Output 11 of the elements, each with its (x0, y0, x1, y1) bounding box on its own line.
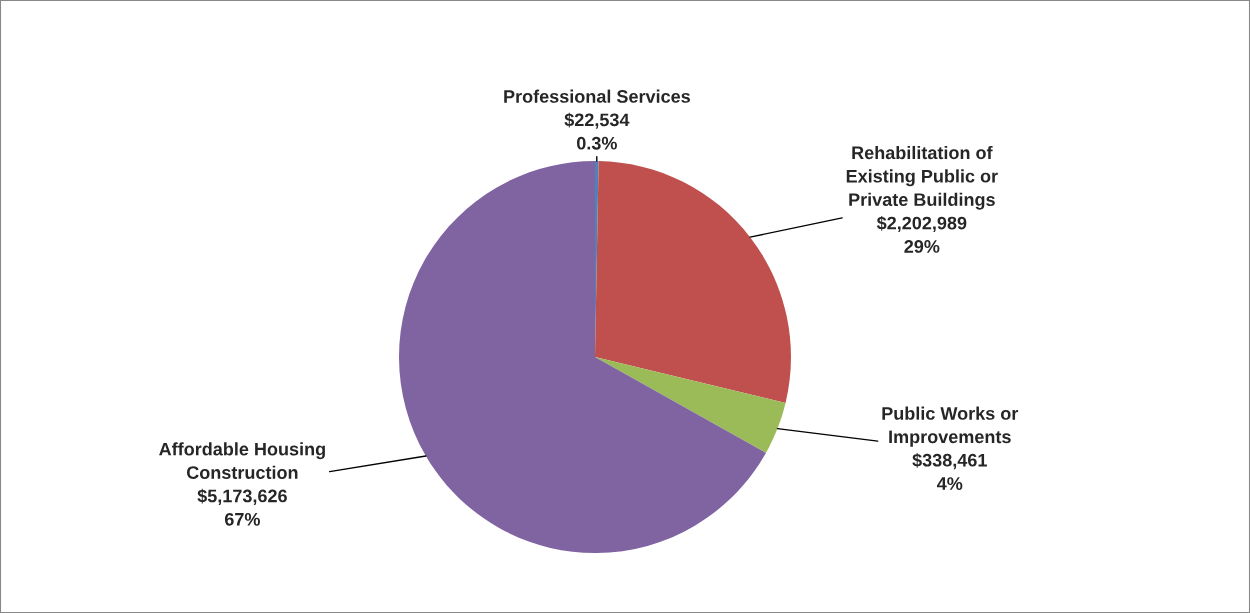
pie-slice (399, 161, 766, 553)
slice-label: Professional Services (504, 89, 690, 103)
data-label: $5,173,626 67% (197, 488, 287, 526)
slice-label: Public Works or Improvements (882, 406, 1019, 447)
data-label: $2,202,989 29% (876, 215, 967, 253)
pie-slice (595, 357, 786, 453)
data-label: $338,461 4% (912, 453, 987, 490)
slice-label: Rehabilitation of Existing Public or Private Buildings (846, 145, 998, 210)
data-label: $22,534 0.3% (564, 112, 630, 150)
slice-label: Affordable Housing Construction (159, 442, 325, 479)
pie-slice (595, 161, 791, 403)
